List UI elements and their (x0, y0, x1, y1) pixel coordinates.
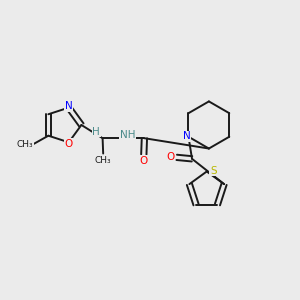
Text: N: N (183, 131, 191, 141)
Text: N: N (65, 101, 73, 111)
Text: S: S (210, 166, 217, 176)
Text: CH₃: CH₃ (95, 155, 112, 164)
Text: O: O (140, 156, 148, 166)
Text: NH: NH (120, 130, 135, 140)
Text: H: H (92, 127, 100, 137)
Text: O: O (64, 139, 72, 149)
Text: CH₃: CH₃ (16, 140, 33, 149)
Text: O: O (166, 152, 174, 162)
